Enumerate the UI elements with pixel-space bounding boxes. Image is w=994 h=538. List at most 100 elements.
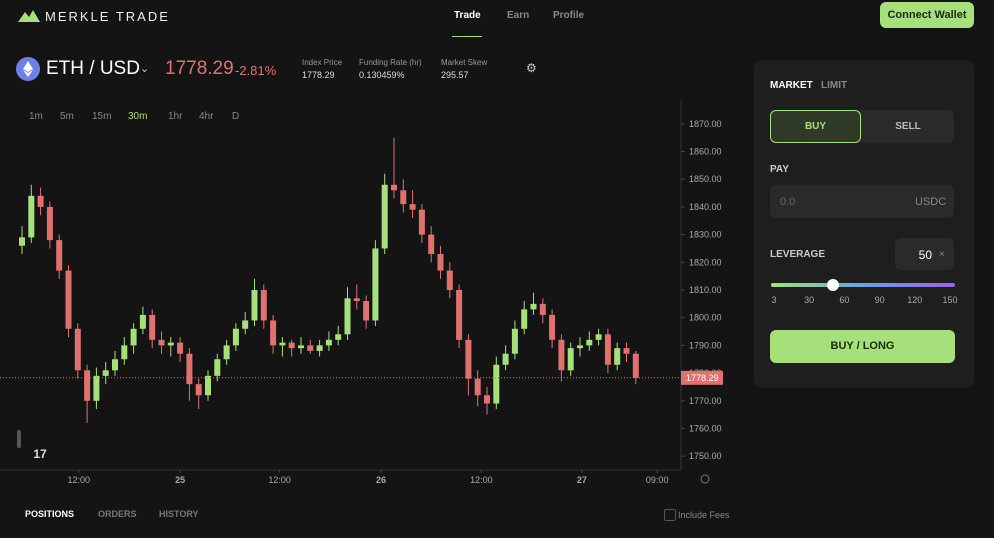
nav-item[interactable]: Profile [553,10,585,21]
y-tick-label: 1790.00 [689,340,722,350]
candle-body [288,342,295,349]
candle-body [102,370,109,376]
candle-body [279,342,286,346]
candle-body [558,339,565,371]
candle-body [121,345,128,360]
order-type[interactable]: LIMIT [821,80,848,91]
timeframe[interactable]: 4hr [199,111,214,122]
candle-body [344,298,351,335]
nav-item[interactable]: Trade [454,10,481,21]
candle-body [353,298,360,302]
candle-body [549,314,556,340]
y-tick-label: 1850.00 [689,174,722,184]
y-tick-label: 1770.00 [689,396,722,406]
candle-body [604,334,611,365]
leverage-mark: 90 [874,295,885,305]
candle-body [465,339,472,379]
stat-label: Market Skew [441,58,488,67]
bottom-tab[interactable]: HISTORY [159,509,199,519]
x-tick-label: 27 [577,475,587,485]
candle-body [56,240,63,271]
timeframe[interactable]: 1m [29,111,43,122]
leverage-label: LEVERAGE [770,249,826,260]
pair[interactable]: ETH / USD [46,58,140,79]
side-buy[interactable]: BUY [770,110,861,143]
candle-body [186,353,193,385]
candle-body [28,195,35,238]
bottom-tab[interactable]: ORDERS [98,509,137,519]
scroll-handle[interactable] [17,430,21,448]
x-tick-label: 12:00 [470,475,493,485]
axis-settings[interactable] [700,474,710,484]
candle-body [195,384,202,396]
candle-body [409,204,416,210]
candle-body [84,370,91,401]
candle-body [614,348,621,365]
candle-body [214,359,221,376]
candle-body [130,328,137,346]
candle-body [521,309,528,329]
last-price-label: 1778.29 [686,373,719,383]
candle-body [325,339,332,346]
candle-body [474,378,481,396]
timeframe[interactable]: 5m [60,111,74,122]
logo-icon [18,10,40,22]
nav-item[interactable]: Earn [507,10,530,21]
candle-body [539,303,546,315]
timeframe[interactable]: D [232,111,240,122]
candle-body [149,314,156,340]
y-tick-label: 1820.00 [689,257,722,267]
leverage-input[interactable] [895,238,954,270]
candle-body [418,209,425,235]
x-tick-label: 25 [175,475,185,485]
bottom-tab[interactable]: POSITIONS [25,509,75,519]
candle-body [65,270,72,329]
candle-body [446,270,453,290]
candle-body [242,320,249,329]
candle-body [139,314,146,329]
candle-body [567,348,574,371]
x-tick-label: 26 [376,475,386,485]
candle-body [177,342,184,354]
x-tick-label: 12:00 [67,475,90,485]
submit[interactable]: BUY / LONG [770,330,955,363]
timeframe[interactable]: 1hr [168,111,183,122]
settings-icon[interactable]: ⚙ [526,61,537,75]
y-tick-label: 1800.00 [689,313,722,323]
leverage-mark: 60 [839,295,850,305]
leverage-mark: 3 [771,295,777,305]
candle-body [19,237,25,246]
candle-body [335,334,342,340]
candle-body [511,328,518,354]
include-fees-checkbox[interactable] [664,509,676,521]
include-fees: Include Fees [678,510,730,520]
y-tick-label: 1830.00 [689,230,722,240]
candle-body [251,290,258,321]
candle-body [381,184,388,249]
timeframe[interactable]: 15m [92,111,112,122]
candle-body [37,195,44,207]
pay-currency: USDC [915,196,947,208]
candle-body [391,184,397,191]
leverage-track [771,283,955,287]
order-type[interactable]: MARKET [770,80,813,91]
pay-input[interactable] [770,185,954,218]
change: -2.81% [235,63,277,78]
side-sell[interactable]: SELL [895,121,921,132]
candle-body [46,206,53,241]
candle-body [623,348,630,354]
nav-underline [452,36,482,37]
candle-body [158,339,165,346]
candle-body [93,375,100,401]
leverage-value: 50 [918,248,932,262]
connect-wallet[interactable]: Connect Wallet [880,2,974,28]
price: 1778.29 [165,58,234,79]
stat-value: 295.57 [441,70,469,80]
pair-dropdown[interactable]: ⌄ [140,63,150,75]
leverage-mark: 150 [942,295,958,305]
leverage-mark: 120 [907,295,923,305]
candle-body [363,301,370,321]
leverage-handle[interactable] [826,279,839,291]
timeframe[interactable]: 30m [128,111,148,122]
